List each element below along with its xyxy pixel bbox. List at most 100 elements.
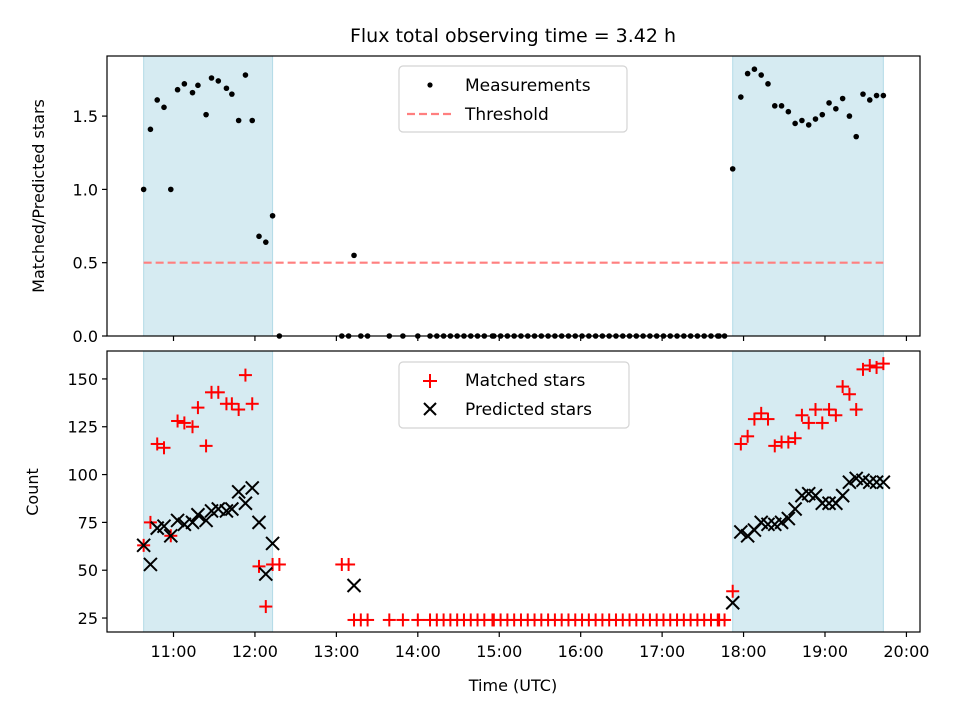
legend-measurements-marker [427, 82, 433, 88]
legend-threshold-label: Threshold [464, 105, 549, 125]
y-tick-label: 1.0 [73, 180, 98, 199]
predicted-star-point [774, 515, 789, 530]
y-tick-label: 125 [67, 418, 98, 437]
measurement-point [866, 97, 873, 103]
matched-star-point [177, 416, 191, 430]
measurement-point [751, 66, 758, 72]
chart-title: Flux total observing time = 3.42 h [350, 25, 676, 47]
shaded-interval [732, 55, 884, 337]
measurement-point [215, 78, 222, 84]
matched-star-point [171, 414, 185, 428]
matched-star-point [788, 431, 802, 445]
predicted-star-point [876, 475, 891, 490]
x-stroke-b [733, 524, 749, 540]
predicted-star-point [190, 507, 206, 522]
counts-y-ticks: 25 50 75 100 125 150 [67, 370, 107, 628]
predicted-star-point [156, 519, 172, 534]
measurement-point [203, 111, 209, 118]
predicted-star-point [787, 501, 803, 517]
predicted-star-point [781, 511, 796, 526]
x-stroke-b [774, 515, 789, 530]
measurement-point [738, 94, 744, 100]
measurement-point [161, 104, 167, 111]
matched-star-point [802, 416, 816, 430]
x-stroke-b [185, 515, 200, 530]
ratio-y-ticks: 0.0 0.5 1.0 1.5 [73, 107, 107, 346]
x-tick-label: 15:00 [476, 642, 522, 661]
matched-star-point [829, 408, 843, 422]
counts-y-axis-label: Count [23, 468, 42, 516]
measurement-point [799, 117, 805, 124]
x-stroke-b [238, 496, 253, 511]
matched-star-point [863, 359, 877, 373]
matched-star-point [836, 380, 850, 394]
matched-star-point [157, 441, 171, 455]
matched-star-point [761, 412, 775, 426]
x-tick-label: 18:00 [721, 642, 767, 661]
measurement-point [792, 120, 798, 127]
matched-star-point [252, 559, 266, 573]
measurement-point [880, 92, 887, 99]
matched-star-point [768, 439, 782, 453]
x-stroke-b [265, 536, 280, 551]
x-stroke-b [231, 484, 246, 499]
x-tick-label: 12:00 [232, 642, 278, 661]
x-stroke-b [869, 475, 884, 490]
counts-x-ticks: 11:00 12:00 13:00 14:00 15:00 16:00 17:00 18:00… [150, 632, 929, 661]
matched-star-point [150, 437, 164, 451]
x-stroke-b [725, 595, 740, 610]
measurement-point [229, 91, 235, 97]
predicted-star-point [231, 484, 246, 499]
x-stroke-b [163, 528, 178, 543]
x-tick-label: 16:00 [558, 642, 604, 661]
x-stroke-b [781, 511, 796, 526]
predicted-star-point [733, 524, 749, 540]
measurement-point [181, 81, 188, 87]
x-stroke-b [143, 557, 158, 572]
x-tick-label: 14:00 [395, 642, 441, 661]
y-tick-label: 25 [78, 609, 98, 628]
counts-axes-frame [106, 350, 921, 633]
counts-legend: Matched stars Predicted stars [398, 361, 630, 429]
matched-star-point [382, 613, 396, 627]
measurement-point [778, 103, 785, 109]
predicted-star-point [821, 496, 837, 511]
legend-predicted-label: Predicted stars [465, 400, 592, 420]
matched-star-point [272, 557, 286, 571]
matched-star-point [396, 613, 410, 627]
x-stroke-b [815, 496, 830, 511]
x-stroke-b [801, 486, 816, 501]
y-tick-label: 100 [67, 466, 98, 485]
x-stroke-b [251, 515, 267, 530]
measurement-point [839, 95, 846, 102]
predicted-star-point [835, 488, 850, 503]
x-stroke-b [855, 473, 871, 488]
y-tick-label: 75 [78, 513, 98, 532]
matched-star-point [232, 403, 246, 417]
predicted-star-point [815, 496, 830, 511]
measurement-point [223, 85, 230, 92]
x-stroke-b [849, 471, 864, 486]
measurement-point [744, 70, 751, 77]
matched-star-point [191, 401, 205, 415]
counts-legend-box [398, 361, 630, 429]
ratio-y-axis-label: Matched/Predicted stars [29, 99, 48, 293]
legend-matched-marker [423, 374, 437, 388]
matched-star-point [726, 584, 740, 598]
matched-star-point [342, 557, 356, 571]
measurement-point [351, 252, 357, 259]
predicted-star-point [725, 595, 740, 610]
matched-star-point [870, 360, 884, 374]
predicted-star-point [198, 513, 214, 528]
matched-star-point [199, 439, 213, 453]
measurement-point [167, 186, 174, 193]
y-tick-label: 1.5 [73, 107, 98, 126]
x-stroke-b [211, 501, 226, 517]
x-stroke-b [156, 519, 172, 534]
measurement-point [860, 91, 866, 97]
x-tick-label: 17:00 [639, 642, 685, 661]
measurement-point [826, 100, 832, 106]
measurement-point [729, 166, 736, 172]
matched-star-point [734, 437, 748, 451]
predicted-star-point [346, 578, 362, 593]
